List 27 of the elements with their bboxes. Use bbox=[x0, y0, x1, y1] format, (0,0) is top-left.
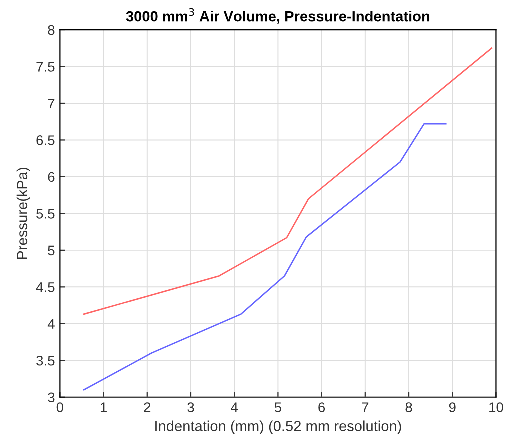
y-tick-label: 3.5 bbox=[36, 356, 55, 366]
y-tick-label: 7 bbox=[48, 98, 55, 109]
y-tick-label: 5 bbox=[48, 246, 55, 256]
y-tick-label: 3 bbox=[48, 392, 55, 403]
x-tick-label: 1 bbox=[100, 402, 107, 412]
y-tick-label: 7.5 bbox=[36, 62, 55, 72]
x-tick-label: 9 bbox=[449, 402, 456, 412]
x-tick-label: 0 bbox=[56, 402, 64, 412]
x-tick-label: 10 bbox=[490, 402, 504, 412]
x-tick-label: 4 bbox=[231, 402, 238, 412]
line-series bbox=[83, 48, 493, 316]
x-tick-label: 8 bbox=[406, 402, 412, 412]
x-tick-label: 3 bbox=[188, 402, 194, 412]
x-axis-title: Indentation (mm) (0.52 mm resolution) bbox=[156, 420, 402, 434]
y-tick-label: 4 bbox=[48, 319, 55, 329]
y-axis-title: Pressure(kPa) bbox=[16, 168, 30, 260]
x-tick-label: 2 bbox=[144, 402, 151, 412]
y-tick-label: 6 bbox=[48, 172, 55, 182]
line-series bbox=[83, 123, 447, 391]
y-tick-label: 5.5 bbox=[36, 209, 55, 219]
x-tick-label: 7 bbox=[362, 402, 369, 412]
chart-title: 3000 mm$^{3}$ Air Volume, Pressure-Indentation bbox=[126, 8, 430, 24]
x-tick-label: 6 bbox=[318, 402, 326, 412]
y-tick-label: 8 bbox=[48, 25, 55, 36]
y-tick-label: 4.5 bbox=[36, 282, 55, 292]
y-tick-label: 6.5 bbox=[36, 136, 55, 146]
x-tick-label: 5 bbox=[274, 402, 282, 412]
